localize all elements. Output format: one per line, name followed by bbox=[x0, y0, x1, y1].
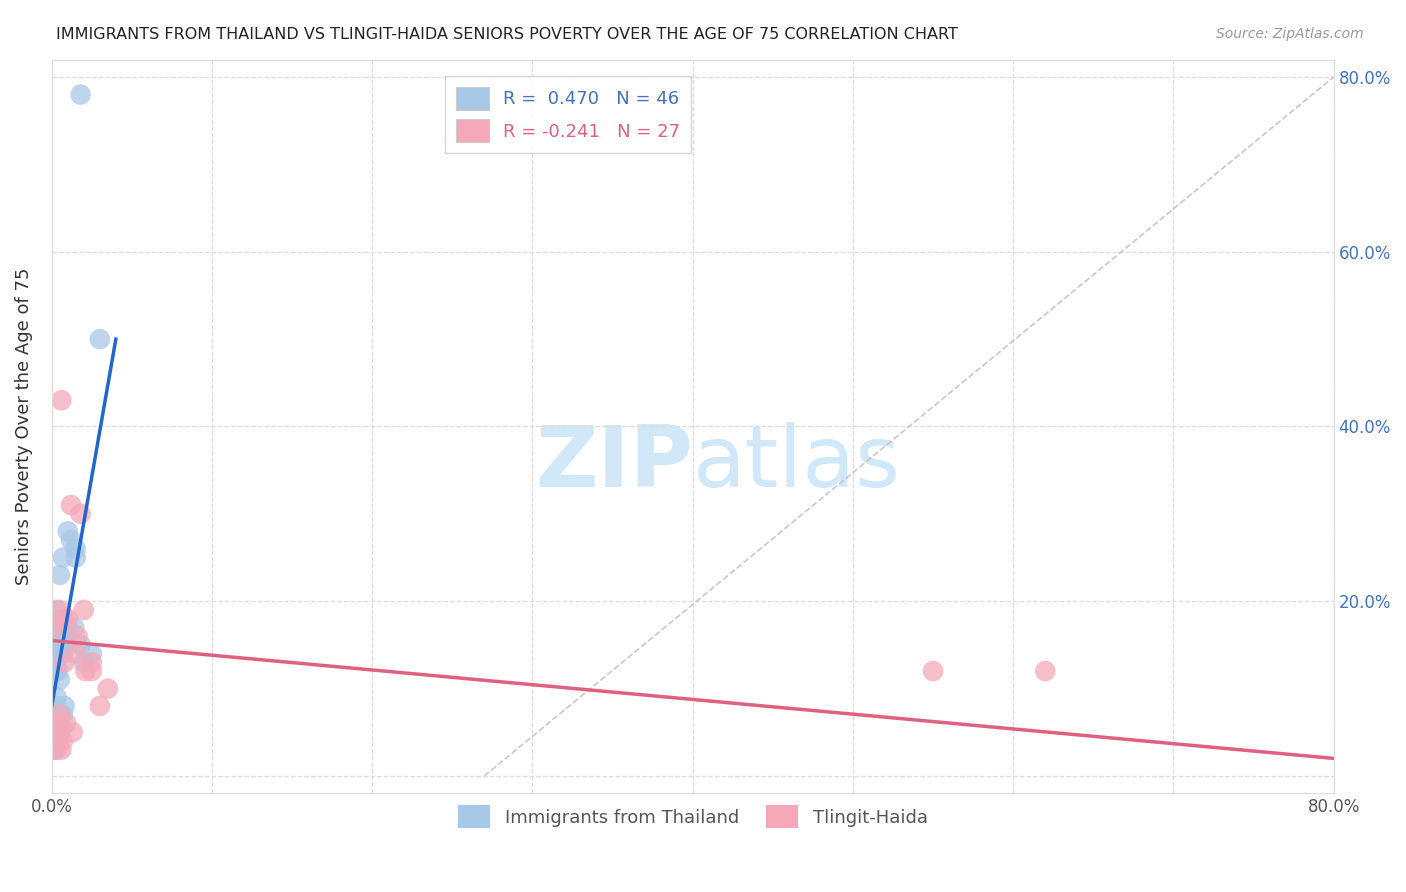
Point bbox=[52, 550, 75, 565]
Point bbox=[53, 656, 76, 670]
Point bbox=[46, 734, 69, 748]
Point bbox=[55, 716, 77, 731]
Point bbox=[73, 603, 96, 617]
Point bbox=[45, 620, 67, 634]
Point bbox=[65, 550, 87, 565]
Text: atlas: atlas bbox=[693, 422, 901, 505]
Point bbox=[45, 664, 67, 678]
Point bbox=[44, 734, 66, 748]
Point bbox=[80, 664, 103, 678]
Legend: Immigrants from Thailand, Tlingit-Haida: Immigrants from Thailand, Tlingit-Haida bbox=[450, 798, 935, 836]
Point bbox=[46, 716, 69, 731]
Point bbox=[53, 629, 76, 643]
Point bbox=[66, 629, 89, 643]
Point bbox=[45, 690, 67, 705]
Point bbox=[49, 638, 72, 652]
Point bbox=[44, 734, 66, 748]
Point bbox=[53, 698, 76, 713]
Point bbox=[46, 620, 69, 634]
Point bbox=[44, 647, 66, 661]
Point bbox=[46, 664, 69, 678]
Point bbox=[49, 647, 72, 661]
Point bbox=[45, 716, 67, 731]
Text: IMMIGRANTS FROM THAILAND VS TLINGIT-HAIDA SENIORS POVERTY OVER THE AGE OF 75 COR: IMMIGRANTS FROM THAILAND VS TLINGIT-HAID… bbox=[56, 27, 957, 42]
Point bbox=[59, 498, 82, 512]
Point bbox=[75, 664, 97, 678]
Point bbox=[1033, 664, 1056, 678]
Point bbox=[49, 707, 72, 722]
Point bbox=[51, 742, 73, 756]
Point bbox=[56, 620, 79, 634]
Point bbox=[69, 507, 91, 521]
Point bbox=[56, 612, 79, 626]
Point bbox=[42, 742, 65, 756]
Point bbox=[80, 647, 103, 661]
Point bbox=[42, 656, 65, 670]
Point bbox=[80, 656, 103, 670]
Point bbox=[44, 656, 66, 670]
Point bbox=[45, 742, 67, 756]
Text: ZIP: ZIP bbox=[534, 422, 693, 505]
Text: Source: ZipAtlas.com: Source: ZipAtlas.com bbox=[1216, 27, 1364, 41]
Point bbox=[69, 638, 91, 652]
Point bbox=[52, 647, 75, 661]
Point bbox=[65, 647, 87, 661]
Point bbox=[62, 725, 84, 739]
Point bbox=[49, 603, 72, 617]
Point bbox=[65, 541, 87, 556]
Point bbox=[49, 568, 72, 582]
Point bbox=[63, 620, 86, 634]
Point bbox=[46, 716, 69, 731]
Point bbox=[53, 638, 76, 652]
Point bbox=[53, 612, 76, 626]
Point bbox=[89, 698, 111, 713]
Point bbox=[56, 524, 79, 539]
Point bbox=[45, 638, 67, 652]
Point bbox=[55, 629, 77, 643]
Point bbox=[45, 698, 67, 713]
Point bbox=[46, 725, 69, 739]
Point bbox=[89, 332, 111, 346]
Point bbox=[52, 707, 75, 722]
Point bbox=[51, 629, 73, 643]
Point bbox=[51, 393, 73, 408]
Point bbox=[97, 681, 120, 696]
Point bbox=[59, 533, 82, 547]
Point bbox=[49, 725, 72, 739]
Point bbox=[44, 656, 66, 670]
Point bbox=[45, 629, 67, 643]
Point bbox=[69, 87, 91, 102]
Point bbox=[42, 742, 65, 756]
Point bbox=[51, 612, 73, 626]
Point bbox=[73, 656, 96, 670]
Point bbox=[45, 716, 67, 731]
Point bbox=[45, 603, 67, 617]
Point bbox=[42, 707, 65, 722]
Point bbox=[49, 673, 72, 687]
Point bbox=[922, 664, 945, 678]
Point bbox=[51, 647, 73, 661]
Y-axis label: Seniors Poverty Over the Age of 75: Seniors Poverty Over the Age of 75 bbox=[15, 268, 32, 585]
Point bbox=[52, 734, 75, 748]
